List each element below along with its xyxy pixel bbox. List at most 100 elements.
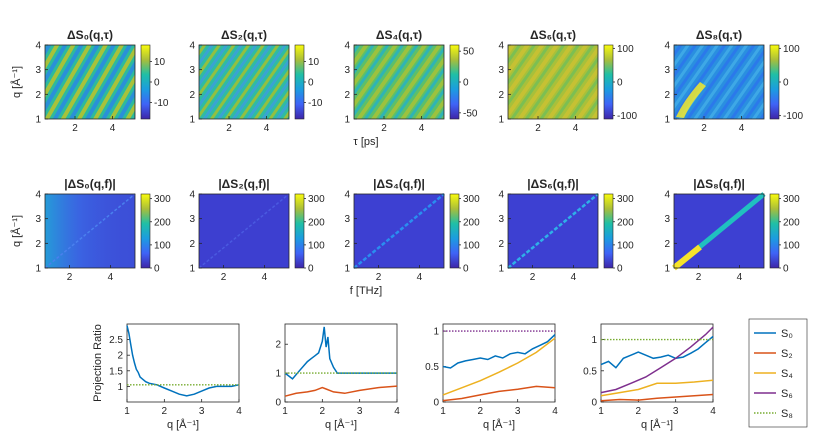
ratio-xtick-label-1-2: 3 xyxy=(357,406,363,417)
time-map-colorbar-2 xyxy=(449,44,460,120)
ratio-xtick-label-2-3: 4 xyxy=(552,406,558,417)
freq-map-colorbar-label-2-1: 200 xyxy=(463,217,480,228)
time-map-axes-2 xyxy=(353,44,445,120)
freq-map-xtick-label-4-0: 2 xyxy=(696,272,702,283)
freq-map-ytick-label-3-2: 3 xyxy=(498,214,504,225)
ratio-series-3-1 xyxy=(600,393,714,402)
freq-map-ytick-label-0-1: 2 xyxy=(35,239,41,250)
time-map-2 xyxy=(354,45,444,119)
ratio-series-3-0 xyxy=(600,335,714,369)
time-map-colorbar-label-0-2: -10 xyxy=(154,98,169,109)
time-map-colorbar-label-1-0: 10 xyxy=(308,57,320,68)
ratio-xtick-label-2-2: 3 xyxy=(515,406,521,417)
freq-map-colorbar-0 xyxy=(140,193,151,269)
freq-map-colorbar-label-1-3: 0 xyxy=(308,264,314,275)
freq-map-xtick-label-3-1: 4 xyxy=(571,272,577,283)
time-map-title-3: ΔS₆(q,τ) xyxy=(530,28,576,42)
ratio-axes-2 xyxy=(442,323,556,403)
freq-map-ytick-label-2-1: 2 xyxy=(344,239,350,250)
ratio-ytick-label-3-0: 0 xyxy=(591,398,597,409)
freq-map-ytick-label-2-0: 1 xyxy=(344,264,350,275)
ratio-xtick-label-3-0: 1 xyxy=(598,406,604,417)
freq-map-axes-2 xyxy=(353,193,445,269)
freq-map-ytick-label-4-2: 3 xyxy=(664,214,670,225)
time-map-colorbar-label-2-0: 50 xyxy=(463,47,475,58)
time-map-colorbar-label-3-1: 0 xyxy=(617,78,623,89)
freq-map-colorbar-label-1-0: 300 xyxy=(308,194,325,205)
time-map-xtick-label-4-0: 2 xyxy=(701,123,707,134)
ratio-xlabel-0: q [Å⁻¹] xyxy=(167,418,199,431)
time-map-colorbar-label-2-1: 0 xyxy=(463,78,469,89)
time-map-title-0: ΔS₀(q,τ) xyxy=(67,28,113,42)
freq-map-colorbar-3 xyxy=(603,193,614,269)
freq-map-axes-3 xyxy=(507,193,599,269)
freq-map-axes-0 xyxy=(44,193,136,269)
freq-map-axes-1 xyxy=(198,193,290,269)
freq-map-colorbar-label-0-1: 200 xyxy=(154,217,171,228)
time-map-ytick-label-2-0: 1 xyxy=(344,115,350,126)
time-map-0 xyxy=(45,45,135,119)
time-map-ytick-label-1-2: 3 xyxy=(189,65,195,76)
freq-map-ytick-label-4-1: 2 xyxy=(664,239,670,250)
freq-map-ytick-label-1-1: 2 xyxy=(189,239,195,250)
freq-map-ytick-label-1-2: 3 xyxy=(189,214,195,225)
time-map-colorbar-label-1-2: -10 xyxy=(308,98,323,109)
time-map-ytick-label-0-3: 4 xyxy=(35,41,41,52)
ratio-series-1-1 xyxy=(284,385,398,397)
ratio-ytick-label-1-0: 0 xyxy=(275,398,281,409)
freq-map-colorbar-label-2-2: 100 xyxy=(463,240,480,251)
time-map-xtick-label-2-1: 4 xyxy=(419,123,425,134)
freq-map-colorbar-label-4-0: 300 xyxy=(783,194,800,205)
time-map-colorbar-3 xyxy=(603,44,614,120)
freq-map-ytick-label-3-0: 1 xyxy=(498,264,504,275)
time-map-ytick-label-1-0: 1 xyxy=(189,115,195,126)
freq-map-4-hotspot xyxy=(672,244,702,271)
ratio-xtick-label-3-1: 2 xyxy=(636,406,642,417)
freq-map-colorbar-label-0-0: 300 xyxy=(154,194,171,205)
freq-maps xyxy=(44,192,766,271)
freq-map-ytick-label-2-2: 3 xyxy=(344,214,350,225)
ratio-series-1-0 xyxy=(284,326,397,380)
ratio-series-2-2 xyxy=(442,337,556,396)
freq-map-ytick-label-3-3: 4 xyxy=(498,190,504,201)
time-map-ytick-label-3-0: 1 xyxy=(498,115,504,126)
ratio-ytick-label-0-3: 2.5 xyxy=(109,335,123,346)
freq-map-3-diagonal xyxy=(507,193,599,269)
ratio-ytick-label-0-2: 2 xyxy=(117,351,123,362)
freq-map-title-4: |ΔS₈(q,f)| xyxy=(693,177,745,191)
time-maps xyxy=(45,45,764,119)
freq-map-ytick-label-3-1: 2 xyxy=(498,239,504,250)
legend-label-2: S₄ xyxy=(781,368,793,380)
ratio-xtick-label-0-1: 2 xyxy=(162,406,168,417)
freq-map-title-3: |ΔS₆(q,f)| xyxy=(527,177,578,191)
freq-map-xtick-label-1-0: 2 xyxy=(221,272,227,283)
time-map-colorbar-1 xyxy=(294,44,305,120)
freq-map-xtick-label-4-1: 4 xyxy=(737,272,743,283)
legend-label-1: S₂ xyxy=(781,348,793,360)
freq-map-ylabel: q [Å⁻¹] xyxy=(10,215,23,247)
freq-map-ytick-label-1-3: 4 xyxy=(189,190,195,201)
time-map-ytick-label-2-1: 2 xyxy=(344,90,350,101)
freq-map-ytick-label-1-0: 1 xyxy=(189,264,195,275)
time-map-colorbar-label-0-0: 10 xyxy=(154,57,166,68)
freq-map-0-diagonal xyxy=(44,193,136,269)
freq-map-axes-4 xyxy=(673,193,765,269)
time-map-xtick-label-3-0: 2 xyxy=(535,123,541,134)
ratio-ytick-label-2-1: 0.5 xyxy=(425,362,439,373)
time-map-3 xyxy=(508,45,598,119)
ratio-xtick-label-0-2: 3 xyxy=(199,406,205,417)
ratio-xtick-label-2-1: 2 xyxy=(478,406,484,417)
ratio-ytick-label-2-2: 1 xyxy=(433,327,439,338)
freq-map-colorbar-4 xyxy=(769,193,780,269)
legend-label-4: S₈ xyxy=(781,408,793,420)
freq-map-xtick-label-2-0: 2 xyxy=(376,272,382,283)
freq-map-xtick-label-1-1: 4 xyxy=(262,272,268,283)
freq-map-colorbar-1 xyxy=(294,193,305,269)
ratio-ytick-label-1-1: 1 xyxy=(275,369,281,380)
time-map-xlabel: τ [ps] xyxy=(353,136,378,148)
time-map-xtick-label-4-1: 4 xyxy=(739,123,745,134)
freq-map-ytick-label-4-3: 4 xyxy=(664,190,670,201)
ratio-axes-1 xyxy=(284,323,398,403)
ratio-xlabel-2: q [Å⁻¹] xyxy=(483,418,515,431)
time-map-ytick-label-1-1: 2 xyxy=(189,90,195,101)
